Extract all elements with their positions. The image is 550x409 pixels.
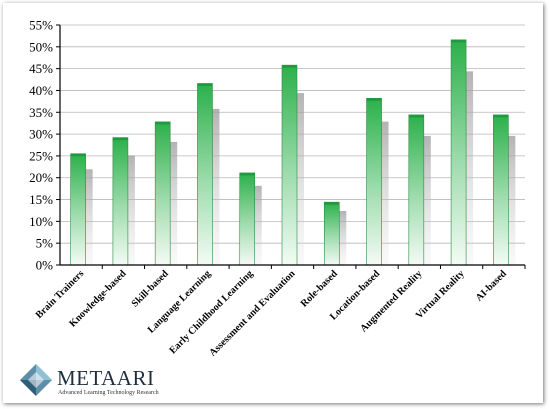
y-tick-label: 5% — [36, 236, 54, 251]
bar-cap — [366, 98, 382, 101]
logo-name: METAARI — [57, 366, 155, 390]
metaari-logo-icon — [20, 364, 52, 396]
bar — [366, 98, 382, 266]
y-tick-label: 45% — [29, 61, 53, 76]
bar-shadow — [252, 185, 262, 265]
bar-shadows — [83, 71, 516, 266]
x-category-label: AI-based — [474, 268, 510, 304]
bar — [197, 83, 213, 266]
bar-shadow — [295, 93, 304, 265]
y-tick-label: 40% — [29, 83, 53, 98]
bar-cap — [155, 121, 171, 125]
bar-shadow — [379, 121, 389, 266]
y-tick-label: 55% — [29, 18, 53, 33]
x-category-label: Role-based — [299, 268, 340, 309]
bar-cap — [239, 172, 255, 176]
bar-shadow — [464, 71, 474, 265]
bar-cap — [197, 83, 213, 86]
y-tick-label: 10% — [29, 214, 53, 229]
x-category-label: Early Childhood Learning — [167, 268, 255, 356]
x-category-label: Skill-based — [130, 268, 171, 309]
y-tick-label: 20% — [29, 170, 53, 185]
bar — [493, 114, 509, 266]
bar-cap — [451, 39, 467, 43]
bar — [450, 39, 467, 266]
bar-cap — [112, 137, 128, 141]
y-tick-label: 30% — [29, 127, 53, 142]
bar-cap — [282, 65, 297, 68]
bar — [70, 153, 86, 266]
bar — [408, 114, 425, 266]
chart-frame: 0% 5% 10% 15% 20% 25% 30% 35% 40% 45% 50% 55% Brain… — [3, 3, 543, 403]
bar-cap — [324, 202, 340, 205]
bar-shadow — [210, 108, 220, 266]
bar — [239, 172, 256, 266]
bar-shadow — [125, 155, 135, 265]
y-tick-labels: 0% 5% 10% 15% 20% 25% 30% 35% 40% 45% 50% 55% — [29, 18, 53, 273]
axes — [59, 25, 525, 266]
y-tick-label: 25% — [29, 148, 53, 163]
y-tick-label: 0% — [36, 258, 54, 273]
metaari-logo: METAARI Advanced Learning Technology Res… — [19, 363, 179, 401]
bar-shadow — [83, 169, 93, 265]
bar — [323, 201, 340, 266]
y-tick-label: 50% — [29, 39, 53, 54]
bar-cap — [408, 114, 424, 118]
bar-cap — [493, 114, 509, 118]
logo-tagline: Advanced Learning Technology Research — [58, 390, 159, 396]
bar-shadow — [506, 135, 516, 265]
x-category-label: Assessment and Evaluation — [207, 268, 298, 359]
bar-shadow — [421, 135, 431, 265]
bar-shadow — [337, 210, 347, 265]
bar-cap — [70, 153, 86, 157]
bar-chart: 0% 5% 10% 15% 20% 25% 30% 35% 40% 45% 50% 55% Brain… — [29, 18, 526, 359]
bar — [154, 121, 171, 266]
bars — [70, 39, 509, 266]
y-tick-label: 35% — [29, 105, 53, 120]
bar — [281, 64, 298, 266]
y-tick-label: 15% — [29, 192, 53, 207]
bar-shadow — [168, 141, 178, 265]
bar — [112, 137, 129, 266]
